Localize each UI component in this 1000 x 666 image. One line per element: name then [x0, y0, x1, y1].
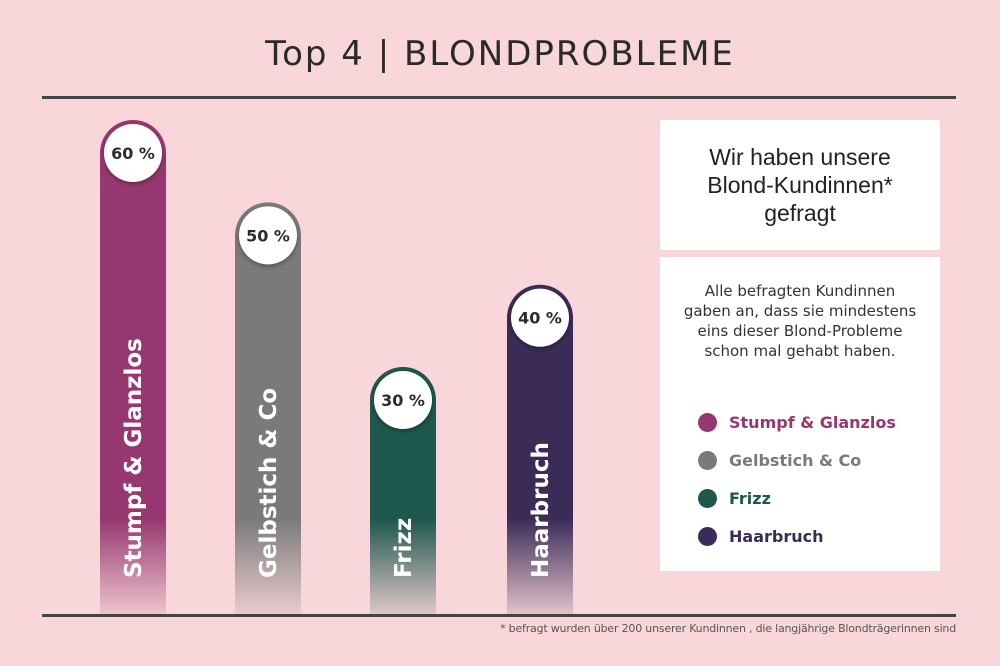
value-circle — [239, 206, 297, 265]
bar-group: 30 % Frizz — [370, 367, 436, 614]
value-circle — [511, 288, 569, 347]
value-label: 50 % — [246, 226, 290, 245]
legend-description: Alle befragten Kundinnen gaben an, dass … — [683, 282, 917, 360]
legend-dot-icon — [698, 412, 717, 432]
legend-item: Stumpf & Glanzlos — [698, 403, 896, 441]
legend-dot-icon — [698, 526, 717, 546]
chart-title: Top 4 | BLONDPROBLEME — [265, 34, 735, 74]
legend-box: Alle befragten Kundinnen gaben an, dass … — [660, 257, 940, 571]
legend-label: Haarbruch — [729, 526, 824, 546]
info-heading: Wir haben unsere Blond-Kundinnen* gefrag… — [707, 144, 893, 226]
bar — [235, 202, 301, 614]
bar — [100, 120, 166, 614]
legend-dot-icon — [698, 488, 717, 508]
legend-label: Stumpf & Glanzlos — [729, 412, 896, 432]
value-label: 60 % — [111, 144, 155, 163]
legend-item: Haarbruch — [698, 517, 896, 555]
info-box: Wir haben unsere Blond-Kundinnen* gefrag… — [660, 120, 940, 250]
legend-label: Gelbstich & Co — [729, 450, 862, 470]
category-label: Frizz — [391, 518, 417, 578]
value-label: 40 % — [518, 309, 562, 328]
bar — [370, 367, 436, 614]
value-circle — [104, 124, 162, 182]
bar-group: 60 % Stumpf & Glanzlos — [100, 120, 166, 614]
baseline-divider — [42, 614, 956, 617]
category-label: Haarbruch — [528, 442, 554, 578]
legend-item: Gelbstich & Co — [698, 441, 896, 479]
bar-group: 40 % Haarbruch — [507, 284, 573, 614]
legend-label: Frizz — [729, 488, 771, 508]
legend-item: Frizz — [698, 479, 896, 517]
legend: Stumpf & Glanzlos Gelbstich & Co Frizz Haar… — [698, 403, 896, 555]
legend-dot-icon — [698, 450, 717, 470]
value-label: 30 % — [381, 391, 425, 410]
category-label: Gelbstich & Co — [256, 388, 282, 578]
footnote: * befragt wurden über 200 unserer Kundin… — [500, 622, 956, 635]
bar — [507, 284, 573, 614]
top-divider — [42, 96, 956, 99]
bar-group: 50 % Gelbstich & Co — [235, 202, 301, 614]
bar-chart: 60 % Stumpf & Glanzlos 50 % Gelbstich & Co 3… — [100, 120, 573, 614]
category-label: Stumpf & Glanzlos — [121, 338, 147, 578]
value-circle — [374, 371, 432, 429]
